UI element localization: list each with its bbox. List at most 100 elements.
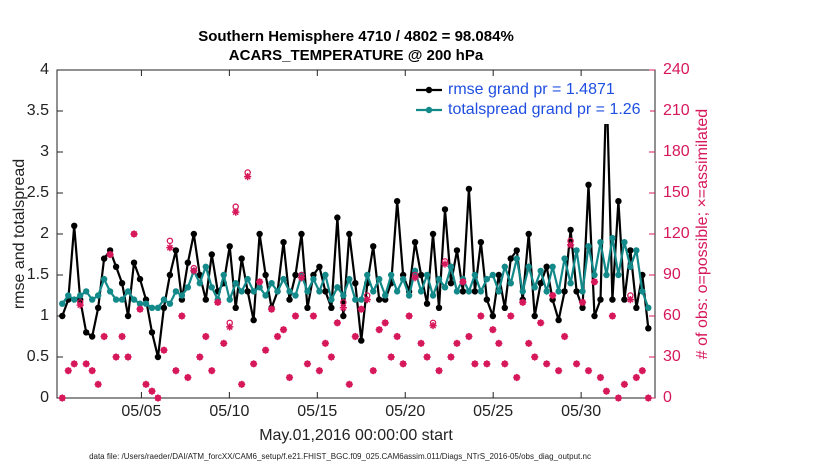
obs-assimilated xyxy=(273,332,282,341)
point xyxy=(537,280,544,287)
obs-assimilated xyxy=(531,353,539,361)
obs-assimilated xyxy=(584,367,593,375)
point xyxy=(304,304,311,311)
point xyxy=(525,230,532,238)
point xyxy=(256,230,263,238)
point xyxy=(495,271,503,279)
obs-assimilated xyxy=(142,380,150,388)
obs-assimilated xyxy=(148,387,156,395)
point xyxy=(316,263,323,270)
point xyxy=(358,337,365,344)
obs-assimilated xyxy=(220,339,228,347)
chart-title: Southern Hemisphere 4710 / 4802 = 98.084… xyxy=(198,28,514,45)
y-tick-label: 1 xyxy=(40,307,49,324)
point xyxy=(453,247,461,254)
obs-assimilated xyxy=(202,332,210,341)
obs-assimilated xyxy=(321,339,329,347)
point xyxy=(118,296,126,303)
point xyxy=(316,288,323,295)
obs-assimilated xyxy=(214,298,222,306)
obs-assimilated xyxy=(566,241,575,249)
point xyxy=(59,312,66,320)
obs-assimilated xyxy=(369,367,377,375)
point xyxy=(172,247,180,254)
obs-assimilated xyxy=(644,394,652,402)
point xyxy=(172,288,180,295)
point xyxy=(71,222,78,229)
point xyxy=(220,271,227,279)
point xyxy=(166,300,174,307)
point xyxy=(615,271,622,279)
obs-assimilated xyxy=(549,291,557,300)
obs-assimilated xyxy=(578,298,587,306)
point xyxy=(322,271,329,279)
obs-assimilated xyxy=(399,360,407,368)
y2-tick-label: 120 xyxy=(663,225,690,242)
obs-assimilated xyxy=(172,367,180,375)
point xyxy=(358,296,365,303)
point xyxy=(238,255,245,262)
point xyxy=(621,296,628,303)
y-tick-label: 3.5 xyxy=(27,102,49,119)
obs-assimilated xyxy=(291,312,300,320)
obs-assimilated xyxy=(70,360,78,368)
y2-tick-label: 240 xyxy=(663,61,690,78)
point xyxy=(340,312,347,320)
point xyxy=(334,214,341,221)
obs-assimilated xyxy=(297,274,306,282)
point xyxy=(148,304,156,311)
point xyxy=(483,296,491,303)
obs-assimilated xyxy=(453,339,461,347)
point xyxy=(567,226,574,234)
point xyxy=(82,288,90,295)
point xyxy=(471,288,479,295)
point xyxy=(130,259,138,266)
point xyxy=(59,300,66,307)
point xyxy=(226,296,233,303)
point xyxy=(106,288,114,295)
point xyxy=(645,304,652,311)
obs-assimilated xyxy=(154,394,162,402)
obs-assimilated xyxy=(124,353,132,361)
point xyxy=(405,292,413,299)
y-tick-label: 4 xyxy=(40,61,49,78)
obs-assimilated xyxy=(166,244,174,252)
point xyxy=(280,275,287,283)
point xyxy=(603,271,610,279)
point xyxy=(334,284,341,291)
obs-assimilated xyxy=(429,321,437,330)
point xyxy=(256,284,263,291)
point xyxy=(447,263,455,270)
obs-assimilated xyxy=(626,296,634,304)
point xyxy=(376,275,383,283)
point xyxy=(459,288,467,295)
point xyxy=(100,255,108,262)
point xyxy=(573,247,580,254)
point xyxy=(232,304,239,311)
point xyxy=(531,284,538,291)
x-tick-label: 05/05 xyxy=(121,403,161,420)
point xyxy=(513,255,520,262)
point xyxy=(435,304,443,311)
x-tick-label: 05/20 xyxy=(385,403,425,420)
point xyxy=(208,284,215,291)
point xyxy=(429,230,437,238)
obs-assimilated xyxy=(513,373,521,382)
point xyxy=(621,239,628,246)
y2-tick-label: 150 xyxy=(663,184,690,201)
obs-assimilated xyxy=(232,208,240,216)
point xyxy=(154,353,162,361)
point xyxy=(543,263,550,270)
point xyxy=(585,243,592,250)
point xyxy=(370,288,377,295)
obs-possible xyxy=(166,237,174,245)
x-tick-label: 05/30 xyxy=(561,403,601,420)
obs-assimilated xyxy=(495,339,503,347)
point xyxy=(609,296,616,303)
point xyxy=(477,288,485,295)
obs-assimilated xyxy=(76,301,84,309)
point xyxy=(627,247,634,254)
obs-assimilated xyxy=(279,326,288,334)
point xyxy=(370,243,377,250)
point xyxy=(429,292,437,299)
